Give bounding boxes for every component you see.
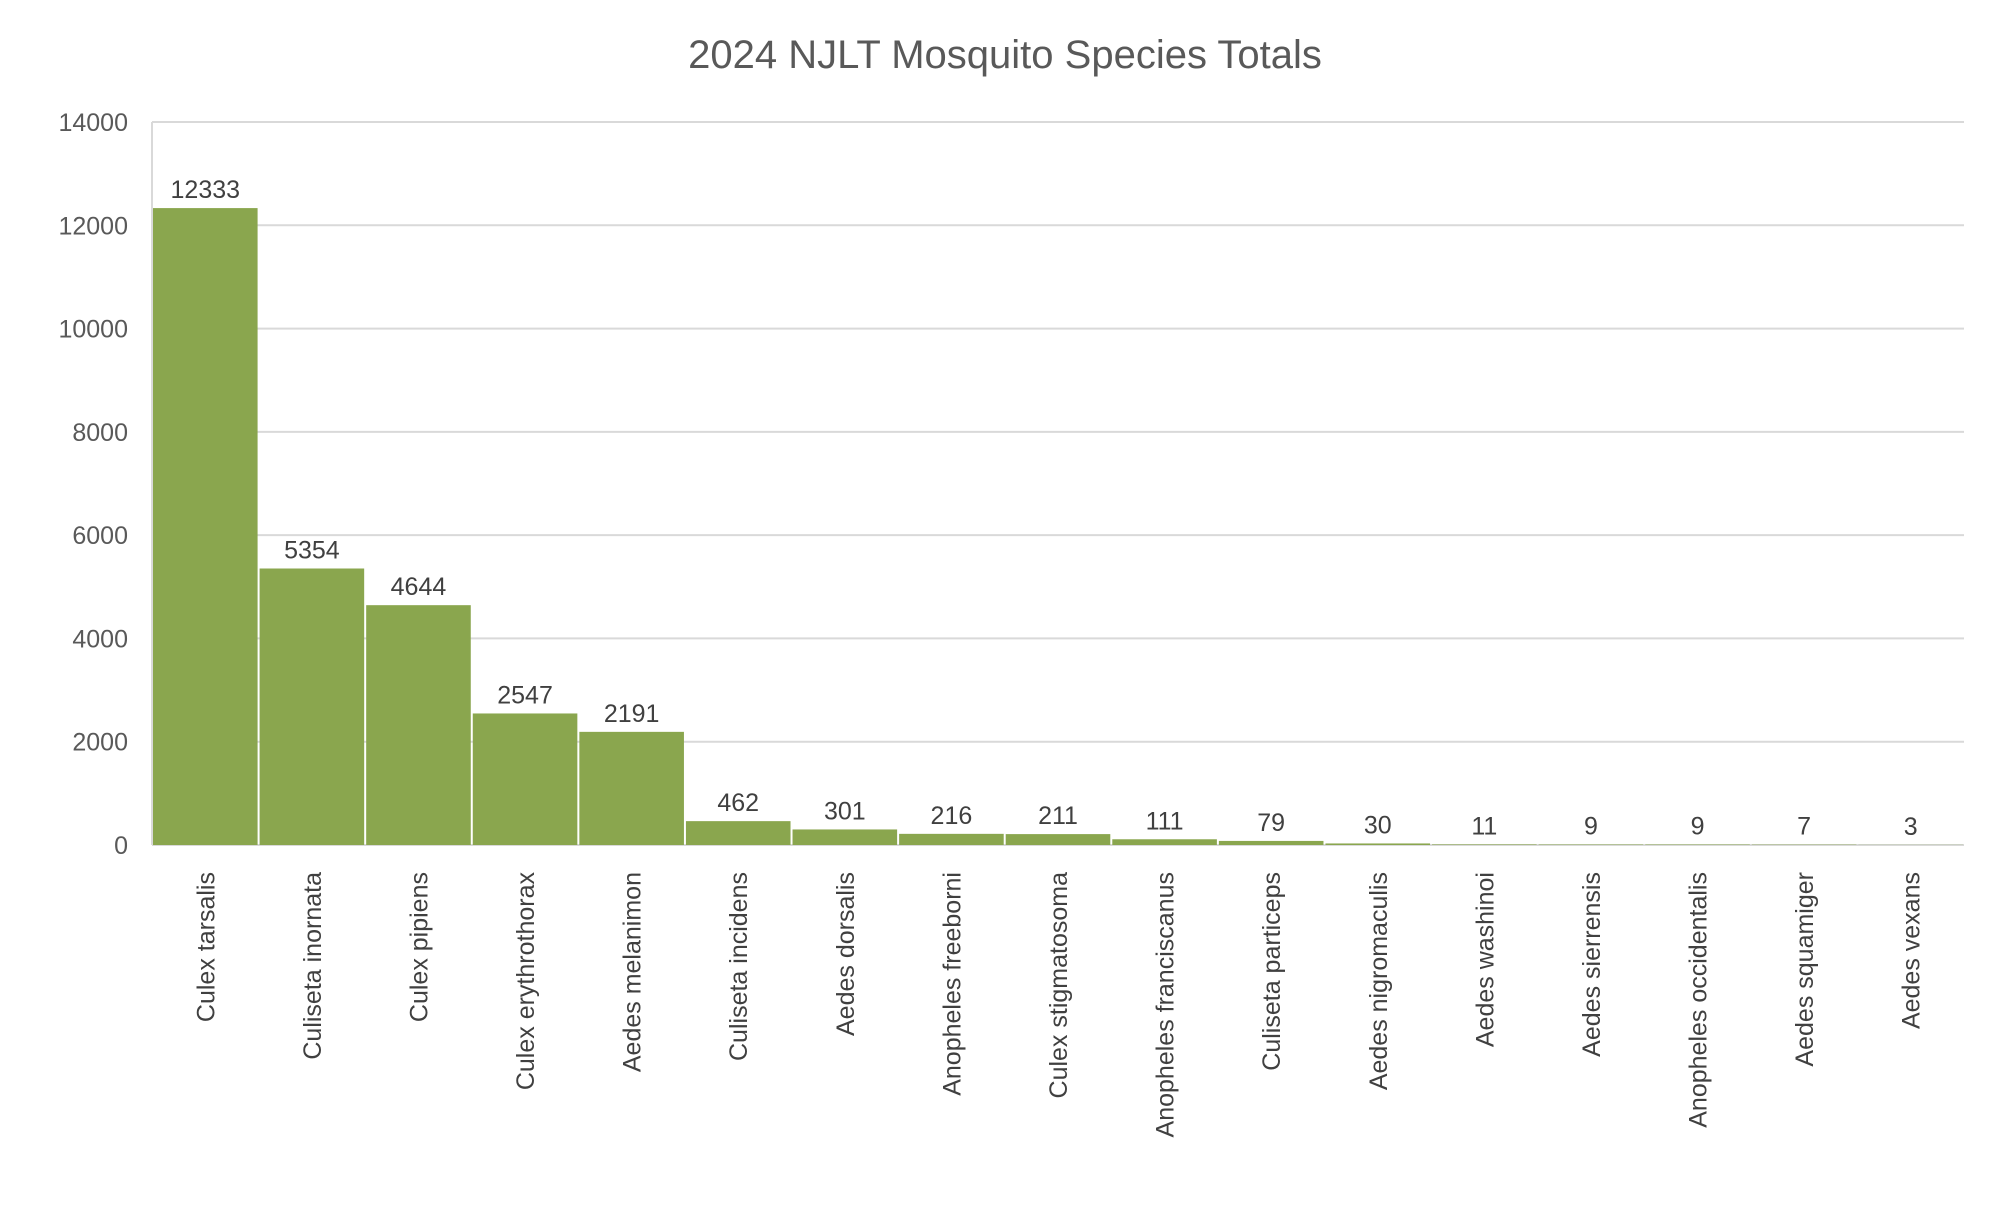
data-label: 2191 xyxy=(604,700,660,728)
data-label: 211 xyxy=(1038,802,1078,830)
y-tick-label: 6000 xyxy=(72,522,128,550)
x-tick-label: Culex tarsalis xyxy=(192,872,220,1022)
y-tick-label: 12000 xyxy=(58,212,128,240)
x-tick-label: Aedes nigromaculis xyxy=(1365,872,1393,1090)
x-tick-label: Culiseta particeps xyxy=(1258,872,1286,1071)
y-tick-label: 10000 xyxy=(58,316,128,344)
data-label: 2547 xyxy=(497,681,553,709)
bar xyxy=(1112,839,1217,845)
data-label: 3 xyxy=(1904,813,1918,841)
bar xyxy=(1432,844,1537,845)
y-tick-label: 14000 xyxy=(58,109,128,137)
x-tick-label: Culex pipiens xyxy=(405,872,433,1022)
data-label: 7 xyxy=(1797,813,1811,841)
x-tick-label: Aedes dorsalis xyxy=(832,872,860,1036)
data-label: 12333 xyxy=(171,176,241,204)
x-tick-label: Aedes washinoi xyxy=(1471,872,1499,1047)
bar xyxy=(366,605,471,845)
bar xyxy=(153,208,258,846)
x-tick-label: Anopheles occidentalis xyxy=(1685,872,1713,1128)
bar xyxy=(472,713,578,845)
x-axis-labels: Culex tarsalis Culiseta inornata Culex pip… xyxy=(192,872,1925,1138)
data-label: 9 xyxy=(1691,813,1705,841)
bar xyxy=(1005,834,1111,845)
chart-title: 2024 NJLT Mosquito Species Totals xyxy=(688,33,1322,77)
bar xyxy=(259,568,365,845)
data-label: 216 xyxy=(931,802,973,830)
x-tick-label: Aedes vexans xyxy=(1898,872,1926,1029)
x-tick-label: Culex erythrothorax xyxy=(512,872,540,1091)
data-label: 301 xyxy=(824,797,866,825)
y-axis-ticks: 0 2000 4000 6000 8000 10000 12000 14000 xyxy=(58,109,128,860)
x-tick-label: Culex stigmatosoma xyxy=(1045,872,1073,1099)
data-label: 4644 xyxy=(391,573,447,601)
data-label: 5354 xyxy=(284,537,340,565)
data-label: 11 xyxy=(1471,812,1497,840)
y-tick-label: 4000 xyxy=(72,625,128,653)
bar xyxy=(685,821,791,845)
bar xyxy=(899,833,1004,845)
y-tick-label: 2000 xyxy=(72,729,128,757)
bar xyxy=(792,829,898,845)
bar xyxy=(1325,843,1431,845)
x-tick-label: Aedes sierrensis xyxy=(1578,872,1606,1057)
x-tick-label: Anopheles franciscanus xyxy=(1152,872,1180,1137)
x-tick-label: Aedes squamiger xyxy=(1791,872,1819,1067)
data-label: 30 xyxy=(1364,811,1392,839)
bar xyxy=(579,731,684,845)
data-label: 9 xyxy=(1584,813,1598,841)
x-tick-label: Culiseta incidens xyxy=(725,872,753,1061)
data-label: 111 xyxy=(1146,807,1184,835)
data-label: 462 xyxy=(717,789,759,817)
x-tick-label: Anopheles freeborni xyxy=(938,872,966,1096)
y-tick-label: 8000 xyxy=(72,419,128,447)
x-tick-label: Aedes melanimon xyxy=(619,872,647,1072)
bars xyxy=(153,208,1963,846)
y-tick-label: 0 xyxy=(114,832,128,860)
bar xyxy=(1218,840,1324,845)
data-label: 79 xyxy=(1257,809,1285,837)
x-tick-label: Culiseta inornata xyxy=(299,872,327,1060)
